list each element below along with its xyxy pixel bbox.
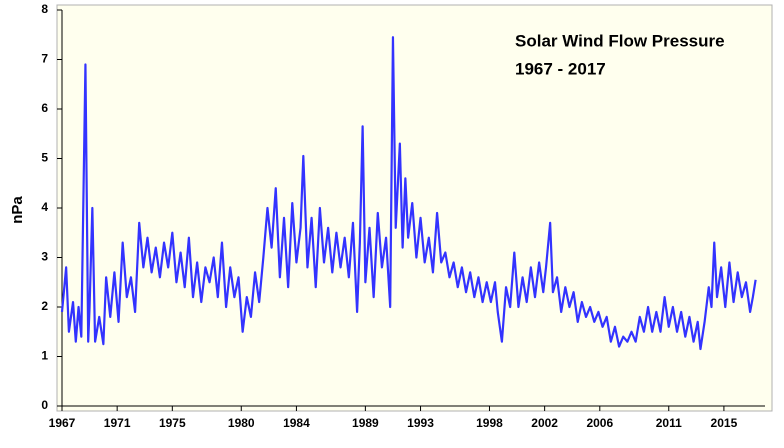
y-tick-label: 0: [41, 398, 48, 412]
y-tick-label: 1: [41, 349, 48, 363]
x-tick-label: 1989: [352, 416, 379, 430]
x-tick-label: 1975: [159, 416, 186, 430]
chart-subtitle: 1967 - 2017: [515, 59, 606, 78]
x-tick-label: 2002: [531, 416, 558, 430]
plot-background: [56, 4, 773, 412]
x-tick-label: 1967: [49, 416, 76, 430]
y-tick-label: 6: [41, 101, 48, 115]
y-tick-label: 2: [41, 299, 48, 313]
x-tick-label: 1980: [228, 416, 255, 430]
x-tick-label: 1993: [407, 416, 434, 430]
data-line: [60, 36, 757, 351]
y-axis-label: nPa: [9, 196, 26, 224]
x-tick-label: 2011: [656, 416, 682, 430]
y-tick-label: 5: [41, 151, 48, 165]
x-tick-label: 2015: [711, 416, 738, 430]
x-tick-label: 2006: [586, 416, 613, 430]
y-tick-label: 7: [41, 52, 48, 66]
y-tick-label: 8: [41, 2, 48, 16]
x-tick-label: 1971: [104, 416, 131, 430]
y-tick-label: 4: [41, 200, 48, 214]
x-tick-label: 1984: [283, 416, 310, 430]
x-tick-label: 1998: [476, 416, 503, 430]
chart-title: Solar Wind Flow Pressure: [515, 31, 725, 50]
y-tick-label: 3: [41, 250, 48, 264]
